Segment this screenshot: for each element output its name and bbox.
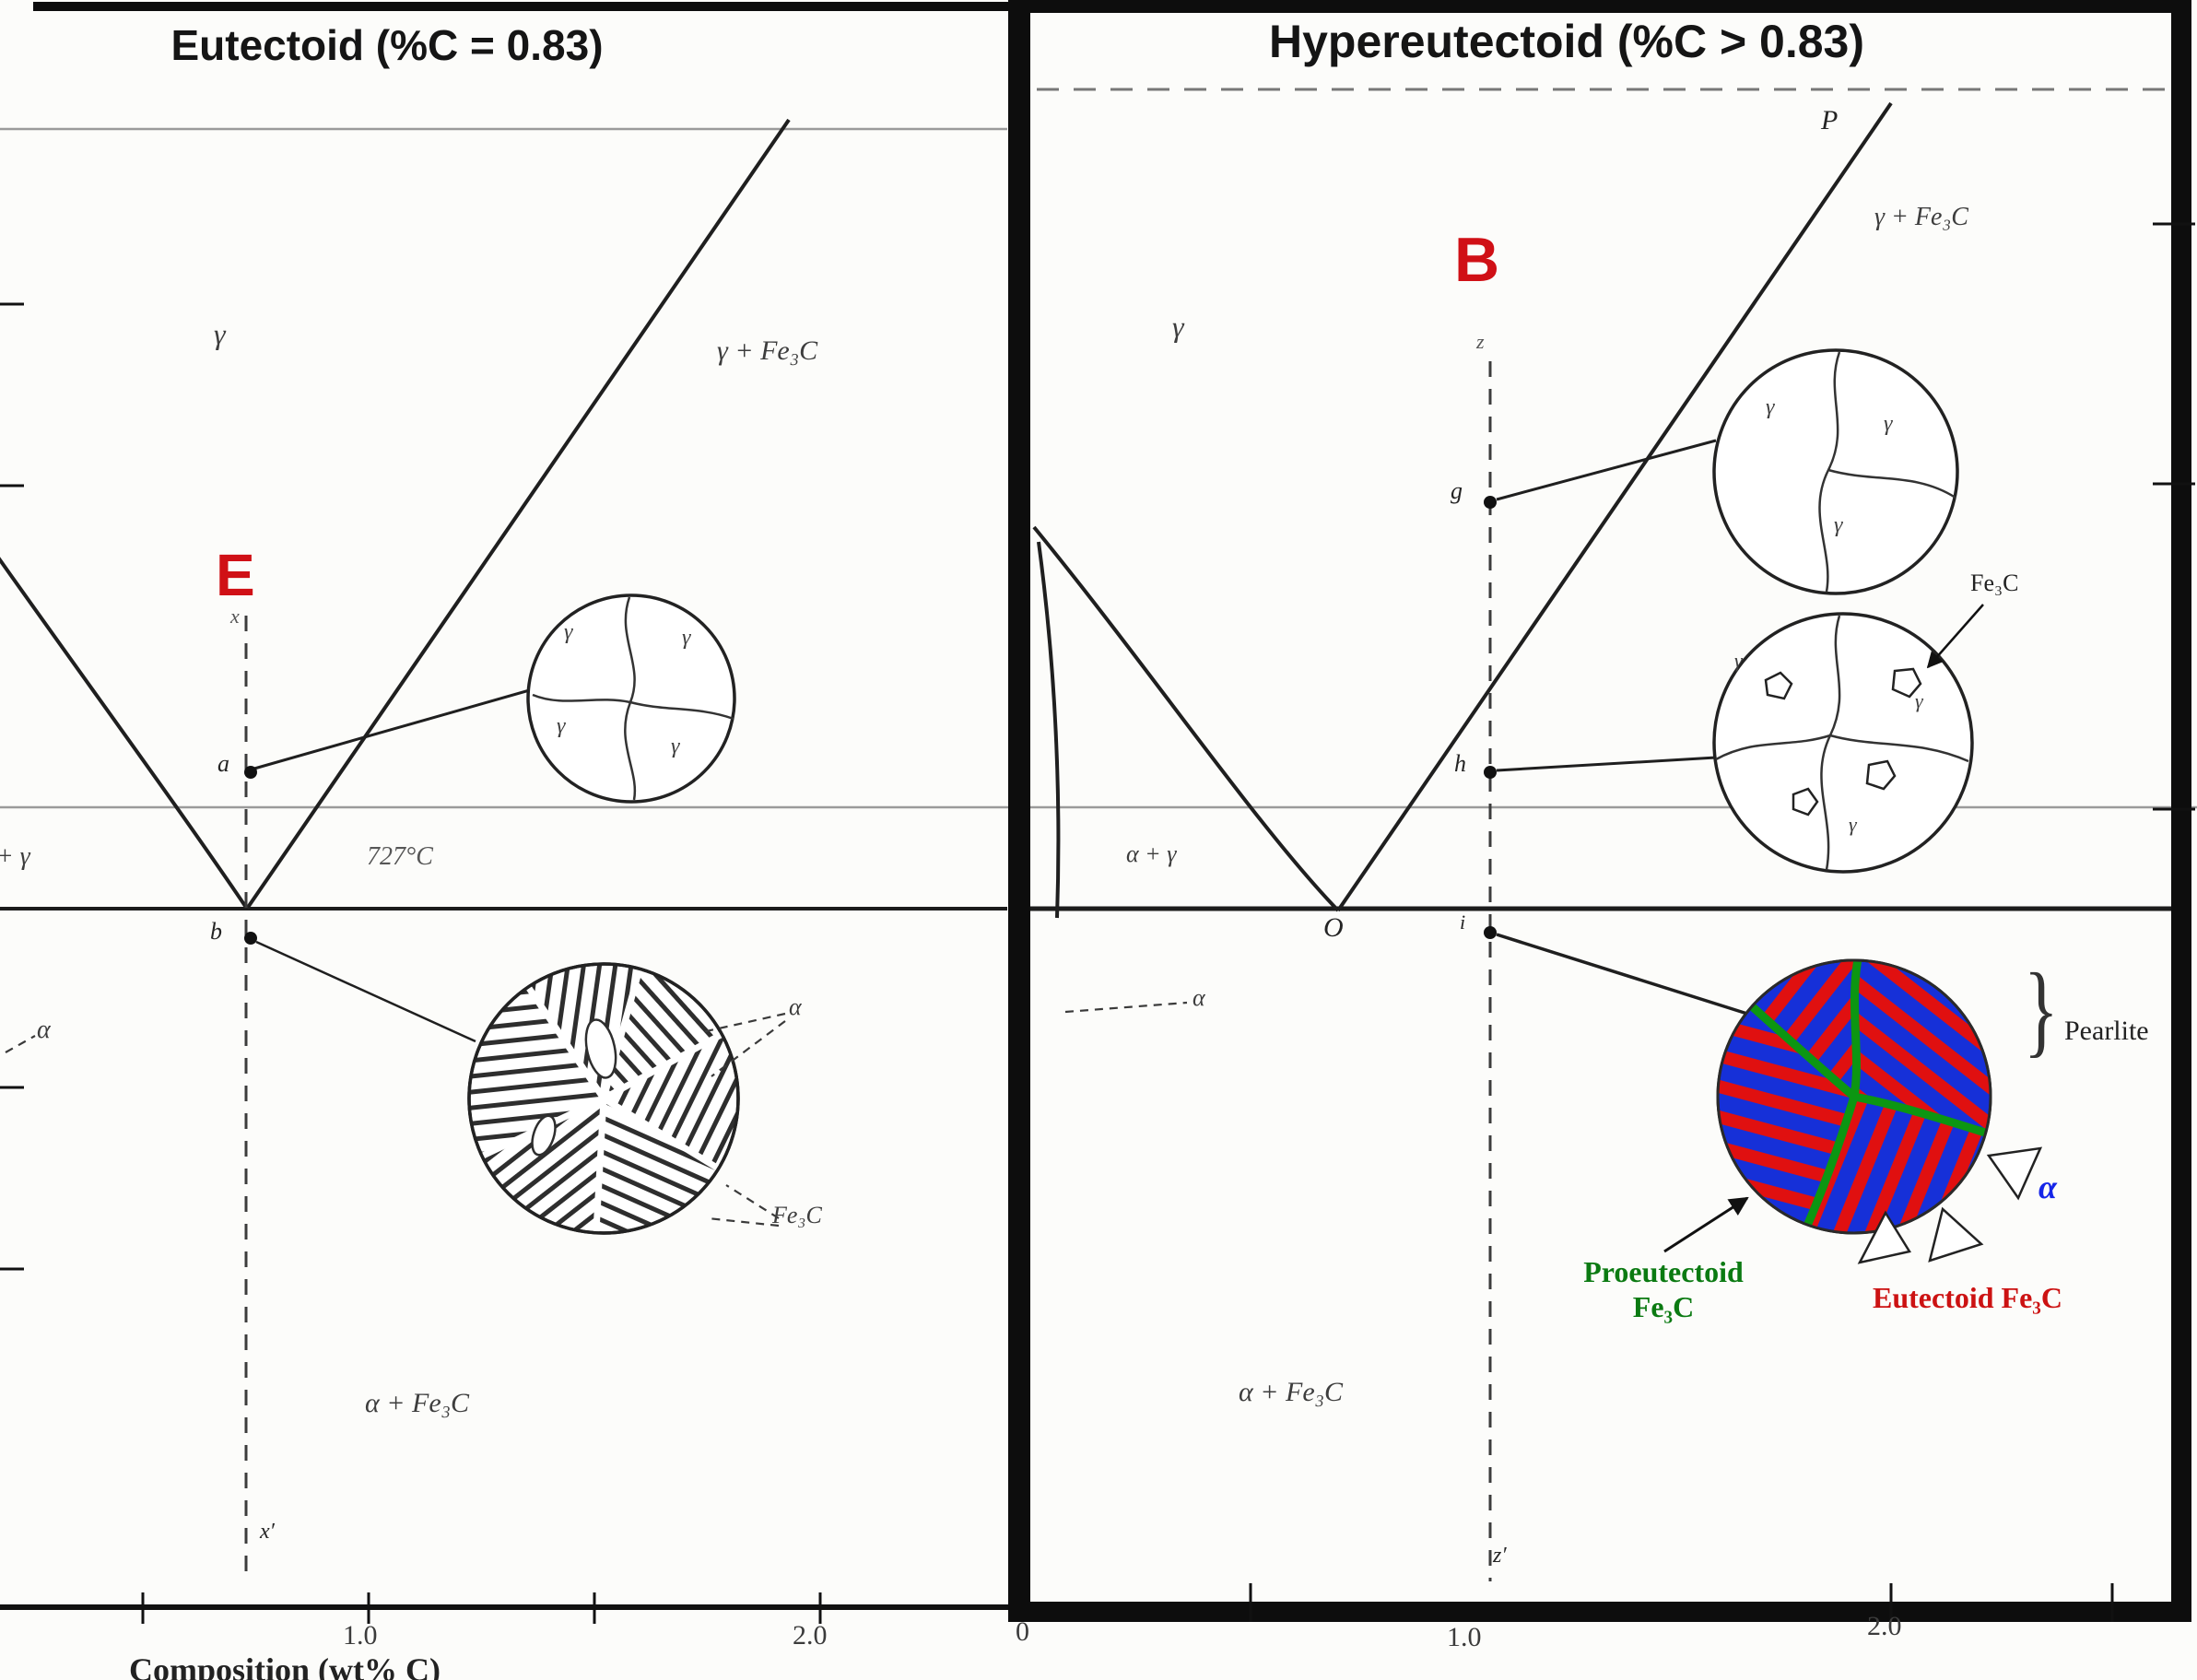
right-gamma-fe3c-label: γ + Fe₃C [1874, 203, 1968, 231]
right-alpha-gamma-label: α + γ [1126, 840, 1177, 867]
left-panel-title: Eutectoid (%C = 0.83) [170, 21, 604, 69]
right-comp-line-bottom-label: z′ [1493, 1544, 1507, 1568]
left-comp-line-top-label: x [230, 605, 240, 628]
right-phase-boundaries [1032, 101, 1893, 919]
alpha-blue-label: α [2038, 1169, 2057, 1205]
left-x-tick-1: 1.0 [343, 1620, 378, 1651]
left-x-tick-2: 2.0 [793, 1620, 828, 1651]
left-micro-fe3c-label: Fe₃C [772, 1202, 822, 1228]
left-gamma-fe3c-label: γ + Fe₃C [717, 335, 818, 366]
right-cementite-grain-label: γ [1849, 813, 1857, 836]
left-alpha-label: α [37, 1016, 51, 1044]
left-alpha-fe3c-label: α + Fe₃C [365, 1388, 470, 1418]
left-micro-alpha-label: α [789, 993, 802, 1020]
left-point-b-label: b [210, 918, 222, 945]
right-point-h-label: h [1454, 750, 1466, 777]
right-micro-fe3c-label: Fe₃C [1970, 570, 2019, 596]
right-pearlite-color-micrograph [1716, 958, 1992, 1235]
right-alpha-leader [1064, 1001, 1188, 1014]
right-alpha-label: α [1192, 984, 1205, 1011]
left-gamma-grain-label: γ [564, 620, 573, 644]
right-alpha-fe3c-label: α + Fe₃C [1239, 1377, 1344, 1407]
left-points-leaders [244, 687, 534, 1043]
left-gamma-grain-label: γ [682, 626, 691, 650]
left-gamma-grain-label: γ [671, 734, 680, 758]
left-x-axis-title: Composition (wt% C) [129, 1651, 441, 1680]
right-austenite-grain-label: γ [1766, 395, 1775, 419]
left-alpha-gamma-label: α + γ [0, 842, 30, 871]
left-marker-E: E [216, 542, 255, 608]
right-cementite-grain-label: γ [1915, 689, 1923, 712]
right-points-leaders [1484, 439, 1748, 1016]
pearlite-brace: } [2024, 953, 2059, 1067]
proeutectoid-label-line1: Proeutectoid [1583, 1255, 1744, 1288]
right-cementite-micrograph [1712, 604, 1984, 874]
right-panel-title: Hypereutectoid (%C > 0.83) [1268, 16, 1865, 67]
right-comp-line-top-label: z [1476, 330, 1485, 353]
right-x-tick-1: 1.0 [1447, 1622, 1482, 1652]
left-austenite-micrograph [526, 593, 736, 804]
eutectoid-fe3c-label: Eutectoid Fe₃C [1873, 1281, 2062, 1314]
left-comp-line-bottom-label: x′ [260, 1520, 275, 1544]
left-phase-boundaries [0, 118, 791, 910]
right-point-g-label: g [1451, 477, 1463, 504]
right-marker-B: B [1454, 225, 1500, 295]
left-gamma-label: γ [214, 317, 226, 350]
right-point-o-label: O [1323, 912, 1344, 943]
proeutectoid-label-line2: Fe₃C [1632, 1290, 1695, 1323]
right-point-p-label: P [1821, 105, 1839, 135]
left-gamma-grain-label: γ [557, 714, 566, 738]
left-pearlite-micrograph [467, 962, 740, 1235]
left-point-a-label: a [217, 750, 229, 777]
right-x-tick-0: 0 [1016, 1616, 1029, 1647]
right-austenite-grain-label: γ [1884, 412, 1893, 436]
panel-frames [33, 0, 2191, 1622]
left-micro-leaders [5, 1012, 786, 1228]
left-axes [0, 302, 1008, 1624]
right-austenite-micrograph [1712, 348, 1959, 595]
right-annotation-arrows [1663, 1146, 2043, 1264]
right-cementite-grain-label: γ [1734, 649, 1743, 672]
right-gamma-label: γ [1172, 310, 1184, 343]
right-axis-ticks [1249, 222, 2195, 1622]
right-point-i-label: i [1460, 910, 1466, 934]
right-austenite-grain-label: γ [1834, 513, 1843, 537]
pearlite-label: Pearlite [2064, 1016, 2149, 1046]
left-eutectoid-temp-label: 727°C [367, 842, 433, 871]
right-x-tick-2: 2.0 [1867, 1611, 1902, 1641]
